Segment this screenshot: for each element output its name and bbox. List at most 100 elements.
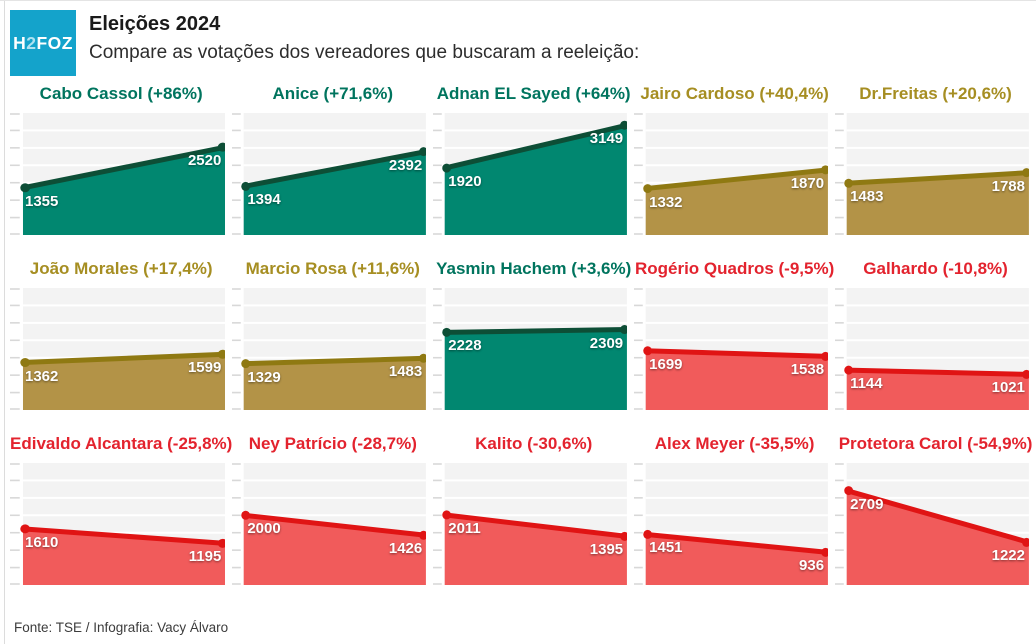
h2foz-logo: H 2 FOZ — [10, 10, 76, 76]
left-border-rule — [4, 1, 5, 644]
chart-cell-yasmin-hachem: Yasmin Hachem (+3,6%) 2228 2309 — [433, 259, 634, 434]
chart-title: João Morales (+17,4%) — [29, 259, 213, 278]
chart-plot: 1355 2520 — [10, 113, 226, 235]
start-value-label: 1920 — [448, 173, 482, 191]
header: H 2 FOZ Eleições 2024 Compare as votações … — [0, 1, 1036, 76]
chart-cell-dr-freitas: Dr.Freitas (+20,6%) 1483 1788 — [835, 84, 1036, 259]
chart-cell-kalito: Kalito (-30,6%) 2011 1395 — [433, 434, 634, 609]
area-chart — [433, 288, 628, 410]
end-value-label: 1870 — [790, 174, 825, 192]
area-chart — [232, 463, 427, 585]
start-value-label: 2011 — [448, 519, 481, 537]
chart-title: Edivaldo Alcantara (-25,8%) — [10, 434, 233, 453]
chart-title: Dr.Freitas (+20,6%) — [859, 84, 1012, 103]
chart-cell-alex-meyer: Alex Meyer (-35,5%) 1451 936 — [634, 434, 835, 609]
start-value-label: 2709 — [850, 495, 884, 513]
end-value-label: 1195 — [188, 548, 222, 566]
start-value-label: 1332 — [649, 193, 683, 211]
chart-cell-marcio-rosa: Marcio Rosa (+11,6%) 1329 1483 — [232, 259, 433, 434]
chart-plot: 1144 1021 — [835, 288, 1029, 410]
logo-text-2: 2 — [26, 32, 37, 53]
end-value-label: 936 — [799, 557, 825, 575]
end-value-label: 1426 — [388, 540, 423, 558]
chart-plot: 1329 1483 — [232, 288, 427, 410]
logo-text-h: H — [13, 32, 27, 53]
chart-cell-galhardo: Galhardo (-10,8%) 1144 1021 — [835, 259, 1036, 434]
area-chart — [433, 113, 628, 235]
chart-title: Adnan EL Sayed (+64%) — [436, 84, 631, 103]
chart-title: Anice (+71,6%) — [272, 84, 394, 103]
page-subtitle: Compare as votações dos vereadores que b… — [89, 42, 640, 63]
chart-cell-rog-rio-quadros: Rogério Quadros (-9,5%) 1699 1538 — [634, 259, 835, 434]
chart-title: Kalito (-30,6%) — [475, 434, 593, 453]
chart-plot: 2011 1395 — [433, 463, 628, 585]
area-chart — [232, 113, 427, 235]
area-chart — [835, 288, 1029, 410]
chart-title: Rogério Quadros (-9,5%) — [634, 259, 835, 278]
chart-cell-anice: Anice (+71,6%) 1394 2392 — [232, 84, 433, 259]
chart-cell-jo-o-morales: João Morales (+17,4%) 1362 1599 — [10, 259, 232, 434]
end-value-label: 2520 — [187, 152, 222, 170]
chart-plot: 2709 1222 — [835, 463, 1029, 585]
page-title: Eleições 2024 — [89, 13, 221, 35]
charts-grid: Cabo Cassol (+86%) 1355 2520 Anice (+71,6%)… — [0, 84, 1036, 609]
area-chart — [634, 113, 829, 235]
chart-cell-ney-patr-cio: Ney Patrício (-28,7%) 2000 1426 — [232, 434, 433, 609]
start-value-label: 1355 — [25, 192, 59, 210]
chart-title: Cabo Cassol (+86%) — [39, 84, 203, 103]
area-chart — [835, 463, 1029, 585]
end-value-label: 1788 — [991, 177, 1025, 195]
area-chart — [634, 463, 829, 585]
chart-cell-adnan-el-sayed: Adnan EL Sayed (+64%) 1920 3149 — [433, 84, 634, 259]
area-chart — [10, 463, 226, 585]
end-value-label: 1222 — [991, 547, 1025, 565]
logo-text-foz: FOZ — [36, 32, 73, 53]
chart-cell-cabo-cassol: Cabo Cassol (+86%) 1355 2520 — [10, 84, 232, 259]
end-value-label: 1483 — [388, 363, 423, 381]
chart-plot: 1362 1599 — [10, 288, 226, 410]
start-value-label: 1394 — [247, 191, 281, 209]
chart-plot: 1610 1195 — [10, 463, 226, 585]
chart-plot: 2228 2309 — [433, 288, 628, 410]
end-value-label: 1599 — [187, 359, 222, 377]
chart-title: Ney Patrício (-28,7%) — [248, 434, 417, 453]
start-value-label: 1329 — [247, 368, 281, 386]
source-credit: Fonte: TSE / Infografia: Vacy Álvaro — [14, 620, 229, 635]
chart-plot: 1920 3149 — [433, 113, 628, 235]
title-block: Eleições 2024 Compare as votações dos ve… — [89, 10, 639, 65]
chart-title: Protetora Carol (-54,9%) — [838, 434, 1033, 453]
area-chart — [10, 113, 226, 235]
start-value-label: 1483 — [850, 188, 884, 206]
end-value-label: 3149 — [589, 130, 624, 148]
chart-title: Galhardo (-10,8%) — [863, 259, 1008, 278]
chart-title: Alex Meyer (-35,5%) — [654, 434, 815, 453]
end-value-label: 1538 — [790, 361, 825, 379]
area-chart — [232, 288, 427, 410]
chart-plot: 1699 1538 — [634, 288, 829, 410]
chart-cell-edivaldo-alcantara: Edivaldo Alcantara (-25,8%) 1610 1195 — [10, 434, 232, 609]
start-value-label: 1362 — [25, 367, 59, 385]
chart-plot: 1332 1870 — [634, 113, 829, 235]
chart-cell-jairo-cardoso: Jairo Cardoso (+40,4%) 1332 1870 — [634, 84, 835, 259]
area-chart — [433, 463, 628, 585]
area-chart — [835, 113, 1029, 235]
chart-title: Marcio Rosa (+11,6%) — [245, 259, 420, 278]
chart-cell-protetora-carol: Protetora Carol (-54,9%) 2709 1222 — [835, 434, 1036, 609]
end-value-label: 1395 — [589, 541, 624, 559]
start-value-label: 1144 — [850, 375, 883, 393]
start-value-label: 2000 — [247, 520, 281, 538]
chart-plot: 1394 2392 — [232, 113, 427, 235]
chart-title: Yasmin Hachem (+3,6%) — [436, 259, 632, 278]
end-value-label: 2392 — [388, 156, 423, 174]
area-chart — [10, 288, 226, 410]
chart-plot: 2000 1426 — [232, 463, 427, 585]
start-value-label: 1451 — [649, 539, 683, 557]
area-chart — [634, 288, 829, 410]
chart-plot: 1483 1788 — [835, 113, 1029, 235]
end-value-label: 2309 — [589, 334, 624, 352]
chart-title: Jairo Cardoso (+40,4%) — [640, 84, 829, 103]
chart-plot: 1451 936 — [634, 463, 829, 585]
start-value-label: 1699 — [649, 355, 683, 373]
end-value-label: 1021 — [991, 379, 1025, 397]
